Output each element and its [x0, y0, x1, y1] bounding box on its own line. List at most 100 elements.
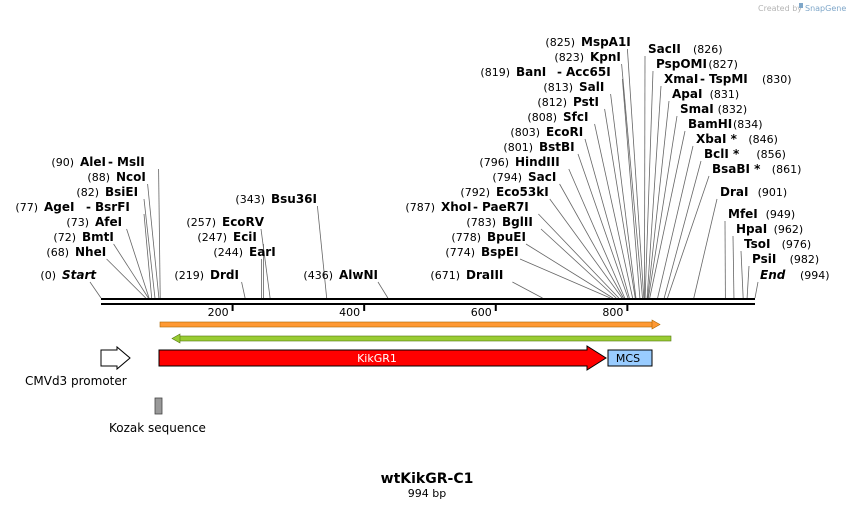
site-name[interactable]: DrdI: [210, 268, 239, 282]
ruler-tick-label: 600: [471, 306, 492, 319]
site-name[interactable]: BglII: [502, 215, 533, 229]
site-name[interactable]: AleI: [80, 155, 106, 169]
kozak-label: Kozak sequence: [109, 421, 206, 435]
site-position: (861): [772, 163, 802, 176]
map-length: 994 bp: [408, 487, 446, 500]
site-name[interactable]: DraI: [720, 185, 748, 199]
site-position: (778): [451, 231, 481, 244]
site-position: (826): [693, 43, 723, 56]
site-position: (808): [527, 111, 557, 124]
site-name[interactable]: BstBI: [539, 140, 575, 154]
site-name[interactable]: AgeI: [44, 200, 74, 214]
site-name[interactable]: XmaI: [664, 72, 698, 86]
site-position: (856): [756, 148, 786, 161]
site-position: (823): [554, 51, 584, 64]
site-position: (794): [492, 171, 522, 184]
site-name[interactable]: BsaBI *: [712, 162, 761, 176]
site-name-secondary[interactable]: Acc65I: [566, 65, 611, 79]
site-name[interactable]: BspEI: [481, 245, 519, 259]
site-name[interactable]: BpuEI: [487, 230, 526, 244]
site-leader-line: [740, 250, 744, 299]
site-name[interactable]: EarI: [249, 245, 276, 259]
kozak-feature[interactable]: [154, 397, 163, 415]
site-labels: (0) Start (68) NheI(72) BmtI(73) AfeI (77) AgeI…: [15, 35, 829, 282]
site-name[interactable]: PspOMI: [656, 57, 707, 71]
site-name[interactable]: Bsu36I: [271, 192, 317, 206]
site-name[interactable]: AlwNI: [339, 268, 378, 282]
site-name[interactable]: BsiEI: [105, 185, 138, 199]
kikgr1-feature[interactable]: [158, 345, 607, 371]
site-name[interactable]: PstI: [573, 95, 599, 109]
site-name[interactable]: BanI: [516, 65, 546, 79]
site-name[interactable]: Eco53kI: [496, 185, 549, 199]
site-name[interactable]: NcoI: [116, 170, 146, 184]
site-position: (813): [543, 81, 573, 94]
sequence-backbone: [101, 298, 755, 305]
site-name[interactable]: KpnI: [590, 50, 621, 64]
site-name[interactable]: TsoI: [744, 237, 770, 251]
site-leader-line: [241, 281, 246, 299]
site-name[interactable]: EciI: [233, 230, 257, 244]
site-name[interactable]: AfeI: [95, 215, 122, 229]
site-name[interactable]: Start: [62, 268, 97, 282]
site-position: (901): [758, 186, 788, 199]
site-leader-line: [604, 108, 636, 299]
site-name[interactable]: SfcI: [563, 110, 588, 124]
site-position: (846): [748, 133, 778, 146]
site-position: (834): [733, 118, 763, 131]
credit-brand: SnapGene: [805, 4, 846, 13]
site-leader-line: [667, 175, 710, 299]
site-leader-line: [113, 243, 149, 299]
site-leader-line: [559, 183, 624, 299]
site-position: (783): [466, 216, 496, 229]
mcs-feature[interactable]: [607, 349, 653, 367]
site-position: (827): [708, 58, 738, 71]
site-name[interactable]: BmtI: [82, 230, 114, 244]
orf-reverse-bar[interactable]: [171, 333, 672, 344]
site-position: (257): [186, 216, 216, 229]
site-position: (976): [782, 238, 812, 251]
site-name[interactable]: XbaI *: [696, 132, 738, 146]
site-leader-line: [584, 138, 630, 299]
ruler-tick-label: 400: [339, 306, 360, 319]
site-name[interactable]: MspA1I: [581, 35, 631, 49]
site-name[interactable]: SacII: [648, 42, 681, 56]
site-name[interactable]: EcoRV: [222, 215, 265, 229]
site-leader-line: [143, 198, 156, 299]
site-position: (796): [479, 156, 509, 169]
site-name[interactable]: EcoRI: [546, 125, 583, 139]
site-name[interactable]: HindIII: [515, 155, 560, 169]
site-name[interactable]: BclI *: [704, 147, 740, 161]
site-name-separator: -: [557, 65, 562, 79]
site-name[interactable]: End: [760, 268, 786, 282]
site-leader-line: [89, 281, 102, 299]
site-leader-line: [158, 168, 161, 299]
site-leader-line: [647, 100, 670, 299]
site-name-secondary[interactable]: MslI: [117, 155, 145, 169]
site-name-secondary[interactable]: BsrFI: [95, 200, 130, 214]
site-leader-lines: [89, 48, 759, 299]
site-name[interactable]: MfeI: [728, 207, 758, 221]
site-name[interactable]: SacI: [528, 170, 556, 184]
cmvd3-promoter-feature[interactable]: [100, 345, 131, 371]
site-name-separator: -: [86, 200, 91, 214]
orf-forward-bar[interactable]: [159, 319, 661, 330]
site-leader-line: [519, 258, 611, 299]
site-name[interactable]: ApaI: [672, 87, 702, 101]
site-name[interactable]: HpaI: [736, 222, 767, 236]
site-leader-line: [644, 55, 646, 299]
site-name[interactable]: PsiI: [752, 252, 776, 266]
site-leader-line: [147, 183, 160, 299]
site-leader-line: [540, 228, 617, 299]
site-leader-line: [693, 198, 718, 299]
site-name-secondary[interactable]: TspMI: [709, 72, 748, 86]
site-name[interactable]: SmaI: [680, 102, 714, 116]
site-name[interactable]: BamHI: [688, 117, 732, 131]
site-position: (812): [537, 96, 567, 109]
site-name[interactable]: XhoI: [441, 200, 472, 214]
site-name[interactable]: SalI: [579, 80, 604, 94]
site-name[interactable]: DraIII: [466, 268, 503, 282]
site-name-secondary[interactable]: PaeR7I: [482, 200, 529, 214]
site-name[interactable]: NheI: [75, 245, 106, 259]
site-leader-line: [525, 243, 614, 299]
